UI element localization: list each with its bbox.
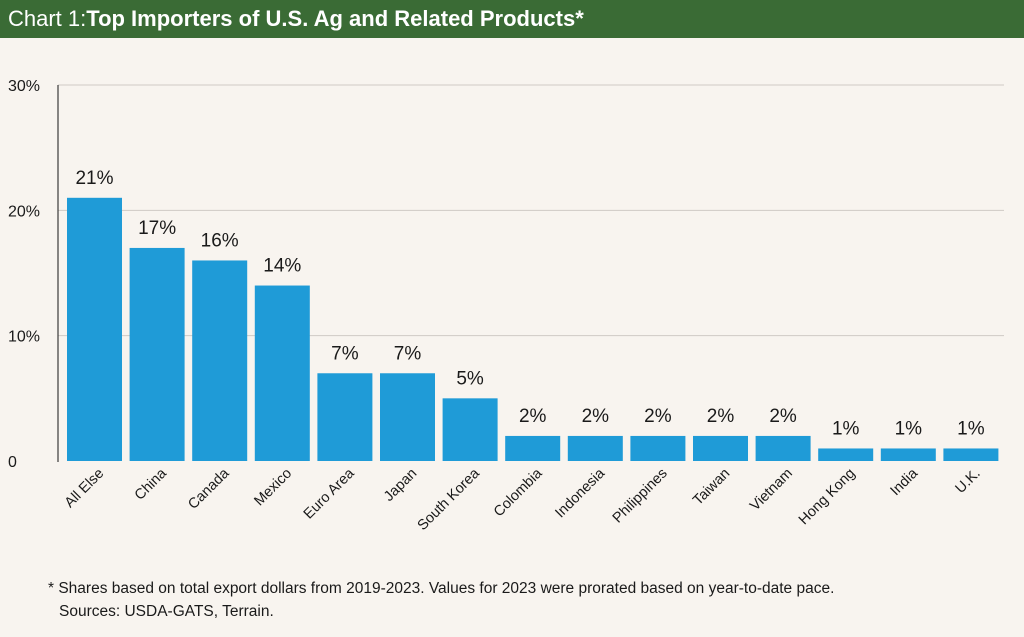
data-label: 2% xyxy=(582,406,610,427)
y-tick-label: 0 xyxy=(8,454,17,471)
data-label: 16% xyxy=(201,230,239,251)
bar xyxy=(442,398,498,461)
x-tick-label: Philippines xyxy=(610,466,671,527)
x-tick-label: Colombia xyxy=(491,465,546,520)
bar xyxy=(880,448,936,461)
footnote-sources: Sources: USDA-GATS, Terrain. xyxy=(59,603,274,620)
data-label: 2% xyxy=(769,406,797,427)
data-label: 7% xyxy=(331,343,359,364)
x-tick-label: Hong Kong xyxy=(796,466,859,529)
data-label: 2% xyxy=(644,406,672,427)
bar xyxy=(380,373,435,461)
chart-number: Chart 1: xyxy=(8,6,87,31)
y-tick-label: 20% xyxy=(8,203,40,220)
bar xyxy=(67,197,122,462)
x-tick-label: Vietnam xyxy=(747,466,796,515)
data-label: 5% xyxy=(456,368,484,389)
bar xyxy=(567,435,623,461)
x-tick-label: Mexico xyxy=(251,466,295,510)
bar xyxy=(818,448,874,461)
bar xyxy=(693,435,748,461)
footnote: * Shares based on total export dollars f… xyxy=(48,577,1008,623)
data-label: 2% xyxy=(707,406,735,427)
bar xyxy=(943,448,999,461)
x-tick-label: Canada xyxy=(185,465,233,513)
chart-title: Top Importers of U.S. Ag and Related Pro… xyxy=(86,6,584,31)
bar xyxy=(505,435,561,461)
data-label: 21% xyxy=(75,168,113,189)
data-label: 14% xyxy=(263,256,301,277)
bar xyxy=(192,260,248,461)
data-label: 1% xyxy=(957,418,985,439)
data-label: 1% xyxy=(832,418,860,439)
data-label: 1% xyxy=(895,418,923,439)
data-label: 17% xyxy=(138,218,176,239)
x-tick-label: Japan xyxy=(381,466,420,505)
x-tick-label: Taiwan xyxy=(690,466,733,509)
bar xyxy=(317,373,373,461)
data-label: 2% xyxy=(519,406,547,427)
bar xyxy=(630,435,686,461)
x-tick-label: Euro Area xyxy=(301,465,359,523)
x-tick-label: China xyxy=(132,465,171,504)
bar xyxy=(129,247,185,461)
y-tick-label: 10% xyxy=(8,329,40,346)
bar xyxy=(755,435,811,461)
data-label: 7% xyxy=(394,343,422,364)
x-tick-label: All Else xyxy=(62,466,108,512)
x-tick-label: U.K. xyxy=(952,466,983,497)
y-tick-label: 30% xyxy=(8,78,40,95)
x-tick-label: Indonesia xyxy=(552,465,608,521)
chart-header: Chart 1: Top Importers of U.S. Ag and Re… xyxy=(0,0,1024,38)
footnote-note: * Shares based on total export dollars f… xyxy=(48,580,835,597)
x-tick-label: India xyxy=(888,465,922,499)
x-tick-label: South Korea xyxy=(415,465,484,534)
bar-chart: 0 10% 20% 30% 21% All Else 17% China 16% Canada 14… xyxy=(8,78,1004,534)
bar xyxy=(254,285,310,461)
